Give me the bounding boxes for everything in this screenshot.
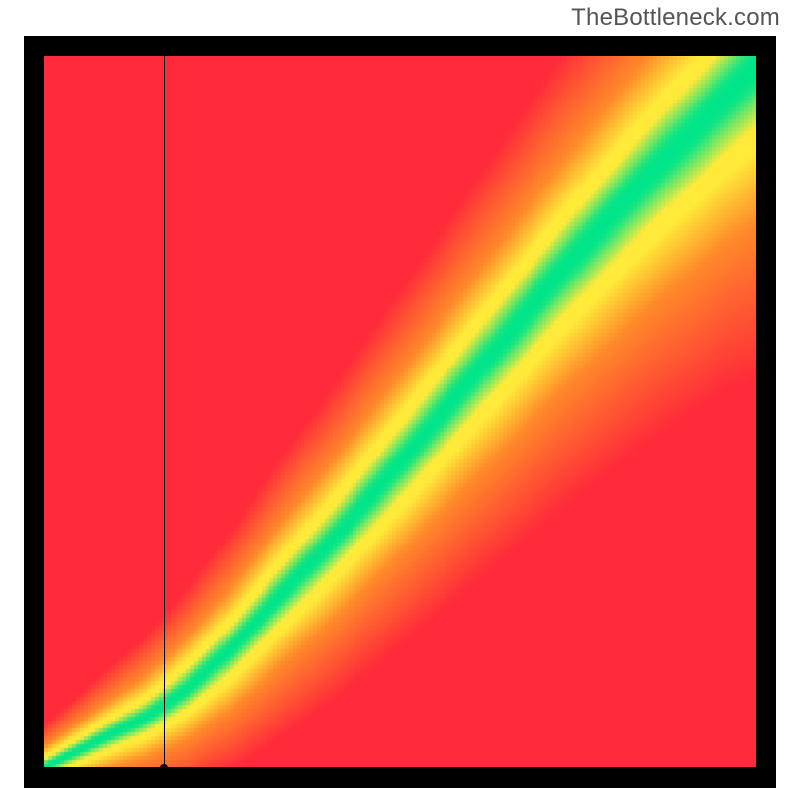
plot-area <box>44 56 756 768</box>
watermark-text: TheBottleneck.com <box>571 4 780 32</box>
crosshair-vertical-line <box>164 56 165 768</box>
outer-black-frame <box>24 36 776 788</box>
heatmap-canvas <box>44 56 756 768</box>
figure-container: TheBottleneck.com <box>0 0 800 800</box>
crosshair-horizontal-line <box>44 767 756 768</box>
crosshair-point <box>160 764 168 768</box>
